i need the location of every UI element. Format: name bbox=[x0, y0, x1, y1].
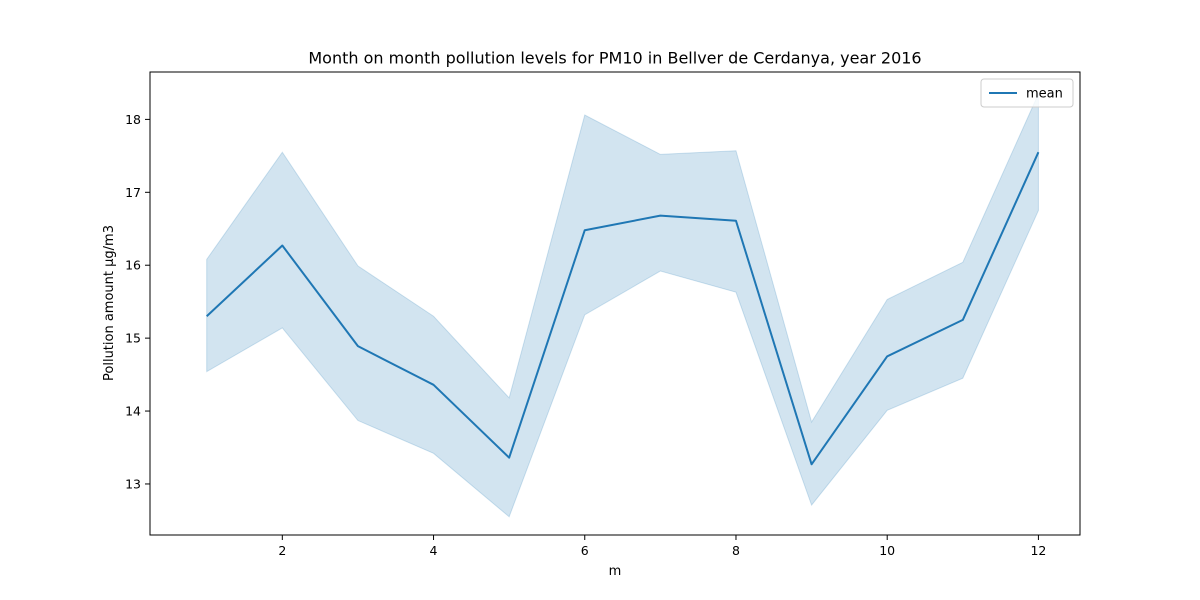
y-tick-label: 18 bbox=[125, 112, 141, 127]
y-tick-label: 13 bbox=[125, 476, 141, 491]
x-tick-label: 10 bbox=[879, 543, 895, 558]
series-line-mean bbox=[206, 151, 1040, 466]
x-tick-label: 6 bbox=[581, 543, 589, 558]
x-axis: 2 4 6 8 10 12 bbox=[278, 535, 1046, 558]
y-axis-label: Pollution amount μg/m3 bbox=[102, 225, 117, 381]
plot-frame bbox=[149, 71, 1081, 536]
x-tick-label: 2 bbox=[278, 543, 286, 558]
y-tick-label: 15 bbox=[125, 331, 141, 346]
x-axis-label: m bbox=[609, 564, 622, 579]
legend: mean bbox=[980, 78, 1074, 108]
y-tick-label: 14 bbox=[125, 404, 141, 419]
legend-box bbox=[980, 78, 1074, 108]
plot-area bbox=[206, 93, 1040, 518]
x-tick-label: 4 bbox=[430, 543, 438, 558]
y-axis: 13 14 15 16 17 18 bbox=[125, 112, 150, 491]
confidence-band bbox=[206, 93, 1039, 518]
y-tick-label: 16 bbox=[125, 258, 141, 273]
y-tick-label: 17 bbox=[125, 185, 141, 200]
x-tick-label: 12 bbox=[1030, 543, 1046, 558]
chart-title: Month on month pollution levels for PM10… bbox=[308, 49, 921, 68]
legend-label: mean bbox=[1026, 87, 1063, 102]
x-tick-label: 8 bbox=[732, 543, 740, 558]
